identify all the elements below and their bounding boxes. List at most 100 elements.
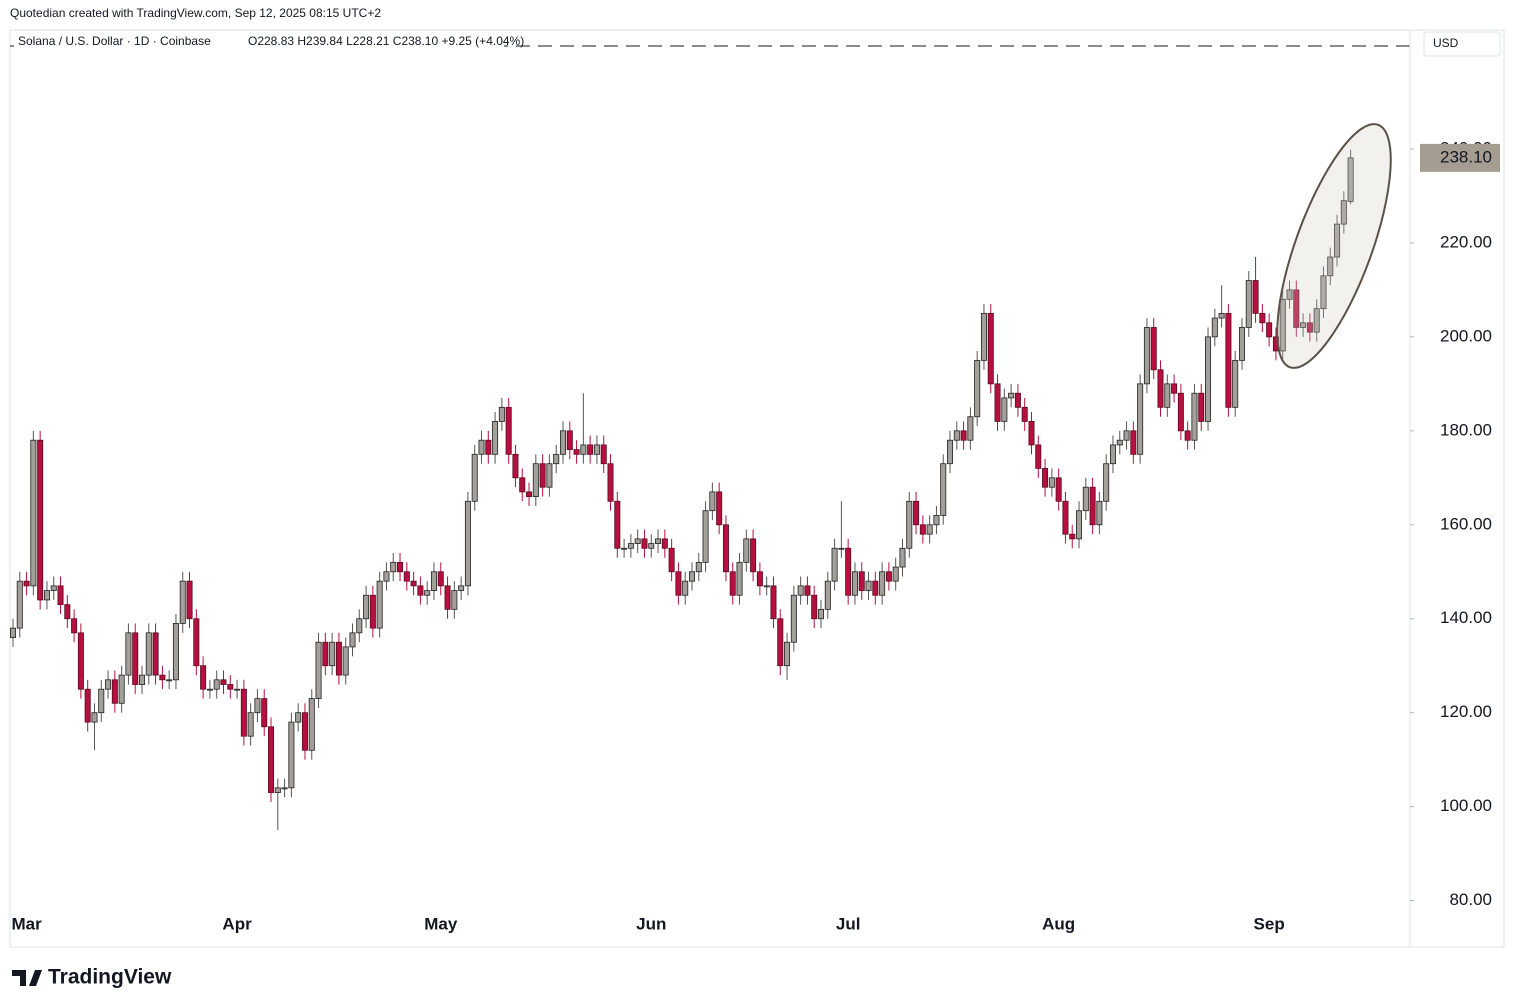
candle-body	[811, 594, 818, 620]
candle-body	[458, 585, 465, 591]
header: Quotedian created with TradingView.com, …	[10, 6, 381, 20]
candle-body	[1055, 477, 1062, 502]
candle-body	[777, 618, 784, 667]
candle-body	[200, 665, 207, 690]
candle-body	[9, 627, 16, 638]
candle-body	[71, 618, 78, 634]
candle-body	[655, 538, 662, 544]
candle-body	[580, 444, 587, 455]
candle-body	[1008, 392, 1015, 399]
candle-body	[858, 571, 865, 591]
candle-body	[906, 500, 913, 549]
candle-body	[1082, 486, 1089, 512]
candle-body	[994, 383, 1001, 422]
candle-body	[268, 726, 275, 793]
candle-body	[1266, 322, 1273, 338]
candle-body	[118, 674, 125, 704]
candle-body	[784, 641, 791, 667]
candle-body	[1252, 280, 1259, 314]
candle-body	[193, 618, 200, 667]
candle-body	[1279, 298, 1286, 352]
candle-body	[824, 580, 831, 610]
candle-body	[661, 538, 668, 549]
x-tick-label: Sep	[1254, 914, 1285, 933]
candle-body	[1313, 308, 1320, 333]
last-price-box	[1420, 143, 1500, 172]
candle-body	[919, 524, 926, 535]
candle-body	[213, 679, 220, 690]
candle-body	[797, 585, 804, 596]
candle-body	[356, 618, 363, 634]
candle-body	[301, 712, 308, 751]
candle-body	[1238, 327, 1245, 361]
candle-body	[397, 561, 404, 573]
candle-body	[648, 543, 655, 549]
candle-body	[485, 439, 492, 455]
candle-body	[50, 585, 57, 591]
candle-body	[1035, 444, 1042, 469]
candle-body	[322, 641, 329, 667]
candle-body	[845, 547, 852, 596]
candle-body	[220, 679, 227, 685]
candle-body	[1245, 280, 1252, 328]
x-tick-label: Aug	[1042, 914, 1075, 933]
candle-body	[573, 449, 580, 455]
candle-body	[172, 623, 179, 681]
candle-body	[1143, 327, 1150, 385]
candle-body	[702, 510, 709, 563]
candle-body	[64, 604, 71, 620]
x-tick-label: Mar	[11, 914, 42, 933]
candle-body	[57, 585, 64, 606]
candle-body	[879, 571, 886, 596]
candle-body	[166, 679, 173, 682]
candle-body	[152, 632, 159, 676]
candle-body	[885, 571, 892, 582]
candle-body	[940, 463, 947, 516]
candle-body	[505, 406, 512, 455]
candle-body	[559, 430, 566, 455]
candle-body	[980, 312, 987, 361]
candle-body	[790, 594, 797, 643]
candle-body	[254, 698, 261, 714]
candle-body	[926, 524, 933, 535]
candle-body	[1109, 444, 1116, 465]
x-tick-label: Jul	[836, 914, 861, 933]
candle-body	[105, 679, 112, 690]
candle-body	[1327, 256, 1334, 277]
y-tick-label: 200.00	[1440, 326, 1492, 345]
y-tick-label: 120.00	[1440, 702, 1492, 721]
candle-body	[668, 547, 675, 573]
candle-body	[43, 590, 50, 601]
candle-body	[960, 430, 967, 441]
candle-body	[1048, 477, 1055, 488]
candle-body	[247, 712, 254, 737]
candle-body	[736, 561, 743, 596]
candle-body	[627, 543, 634, 549]
candle-body	[132, 632, 139, 685]
candle-body	[444, 585, 451, 610]
candle-body	[1306, 322, 1313, 333]
candle-body	[91, 712, 98, 723]
currency-box[interactable]	[1423, 31, 1501, 57]
candle-body	[634, 538, 641, 544]
legend-bg	[14, 34, 504, 50]
candle-body	[865, 580, 872, 591]
last-price-label: 238.10	[1440, 147, 1492, 166]
candle-body	[1198, 392, 1205, 422]
candle-body	[1191, 392, 1198, 441]
candle-body	[716, 491, 723, 526]
candle-body	[84, 688, 91, 723]
candle-body	[593, 444, 600, 455]
candle-body	[1089, 486, 1096, 526]
candle-body	[1300, 322, 1307, 328]
candle-body	[234, 688, 241, 691]
candle-body	[600, 444, 607, 465]
candle-body	[1218, 312, 1225, 319]
candle-body	[1150, 327, 1157, 371]
candle-body	[363, 594, 370, 620]
candle-body	[553, 453, 560, 465]
candle-body	[675, 571, 682, 596]
candle-body	[390, 561, 397, 573]
candle-body	[1014, 392, 1021, 408]
x-tick-label: Apr	[222, 914, 252, 933]
